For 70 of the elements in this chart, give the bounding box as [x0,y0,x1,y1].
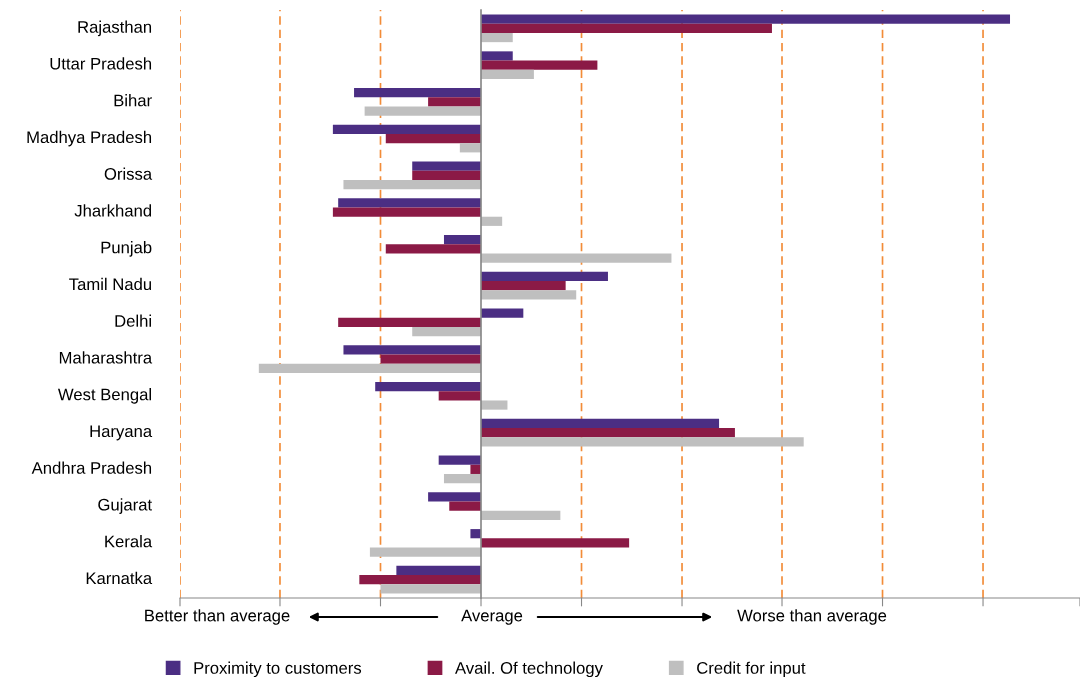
bar [343,179,482,190]
bar [481,60,598,70]
bar [380,584,482,594]
bar [481,538,630,548]
y-tick-label: Jharkhand [74,204,152,217]
bar [338,317,482,327]
bar [364,106,482,116]
y-tick-label: Rajasthan [78,20,152,37]
y-tick-label: Kerala [105,535,153,548]
y-tick-label: Andhra Pradesh [31,461,152,474]
bar [481,51,513,61]
y-tick-label: Delhi [115,314,151,327]
bar [412,170,482,180]
bar [258,363,482,373]
text: Average [461,609,523,625]
bar [338,198,482,208]
bar [470,464,482,474]
bar [412,326,482,337]
y-tick-label: Karnatka [86,571,153,585]
y-tick-label: Orissa [104,167,153,180]
bar [412,161,482,171]
bar [343,345,482,355]
bar [481,510,561,520]
bar [481,418,720,429]
y-tick-label: Punjab [101,241,152,257]
y-tick-label: Gujarat [98,498,152,514]
bar [470,529,482,539]
bar [396,565,482,576]
bar [459,143,482,153]
bar [359,575,482,585]
bar [332,207,482,217]
y-tick-label: West Bengal [57,388,151,404]
bar [481,23,772,33]
bar [481,428,735,438]
bar [354,88,482,98]
bar [375,382,482,392]
y-tick-label: Madhya Pradesh [27,130,152,147]
bar [481,400,508,410]
bar [443,473,482,484]
bar [481,437,804,447]
bar [481,281,566,291]
bar [438,391,482,401]
bar [449,501,482,511]
legend-label: Credit for input [697,661,806,677]
y-tick-label: Uttar Pradesh [50,57,152,70]
bar [481,290,577,300]
text: Worse than average [737,609,887,625]
legend-label: Avail. Of technology [455,661,603,677]
bar [385,134,482,144]
bar [481,14,1011,24]
bar [380,354,482,364]
bar [481,271,608,282]
y-tick-label: Maharashtra [59,351,153,364]
bar [428,492,482,502]
bar [428,97,482,107]
bar [332,124,482,135]
bar [481,253,672,263]
bar [385,244,482,254]
bar [443,235,482,245]
legend-label: Proximity to customers [194,661,362,677]
bar [369,547,482,557]
y-tick-label: Bihar [114,94,152,107]
y-tick-label: Tamil Nadu [69,277,151,291]
bar [438,455,482,465]
y-tick-label: Haryana [90,425,153,441]
text: Better than average [145,609,290,625]
bar [481,308,524,318]
bar [481,32,513,43]
bar [481,69,534,79]
bar [481,216,503,226]
